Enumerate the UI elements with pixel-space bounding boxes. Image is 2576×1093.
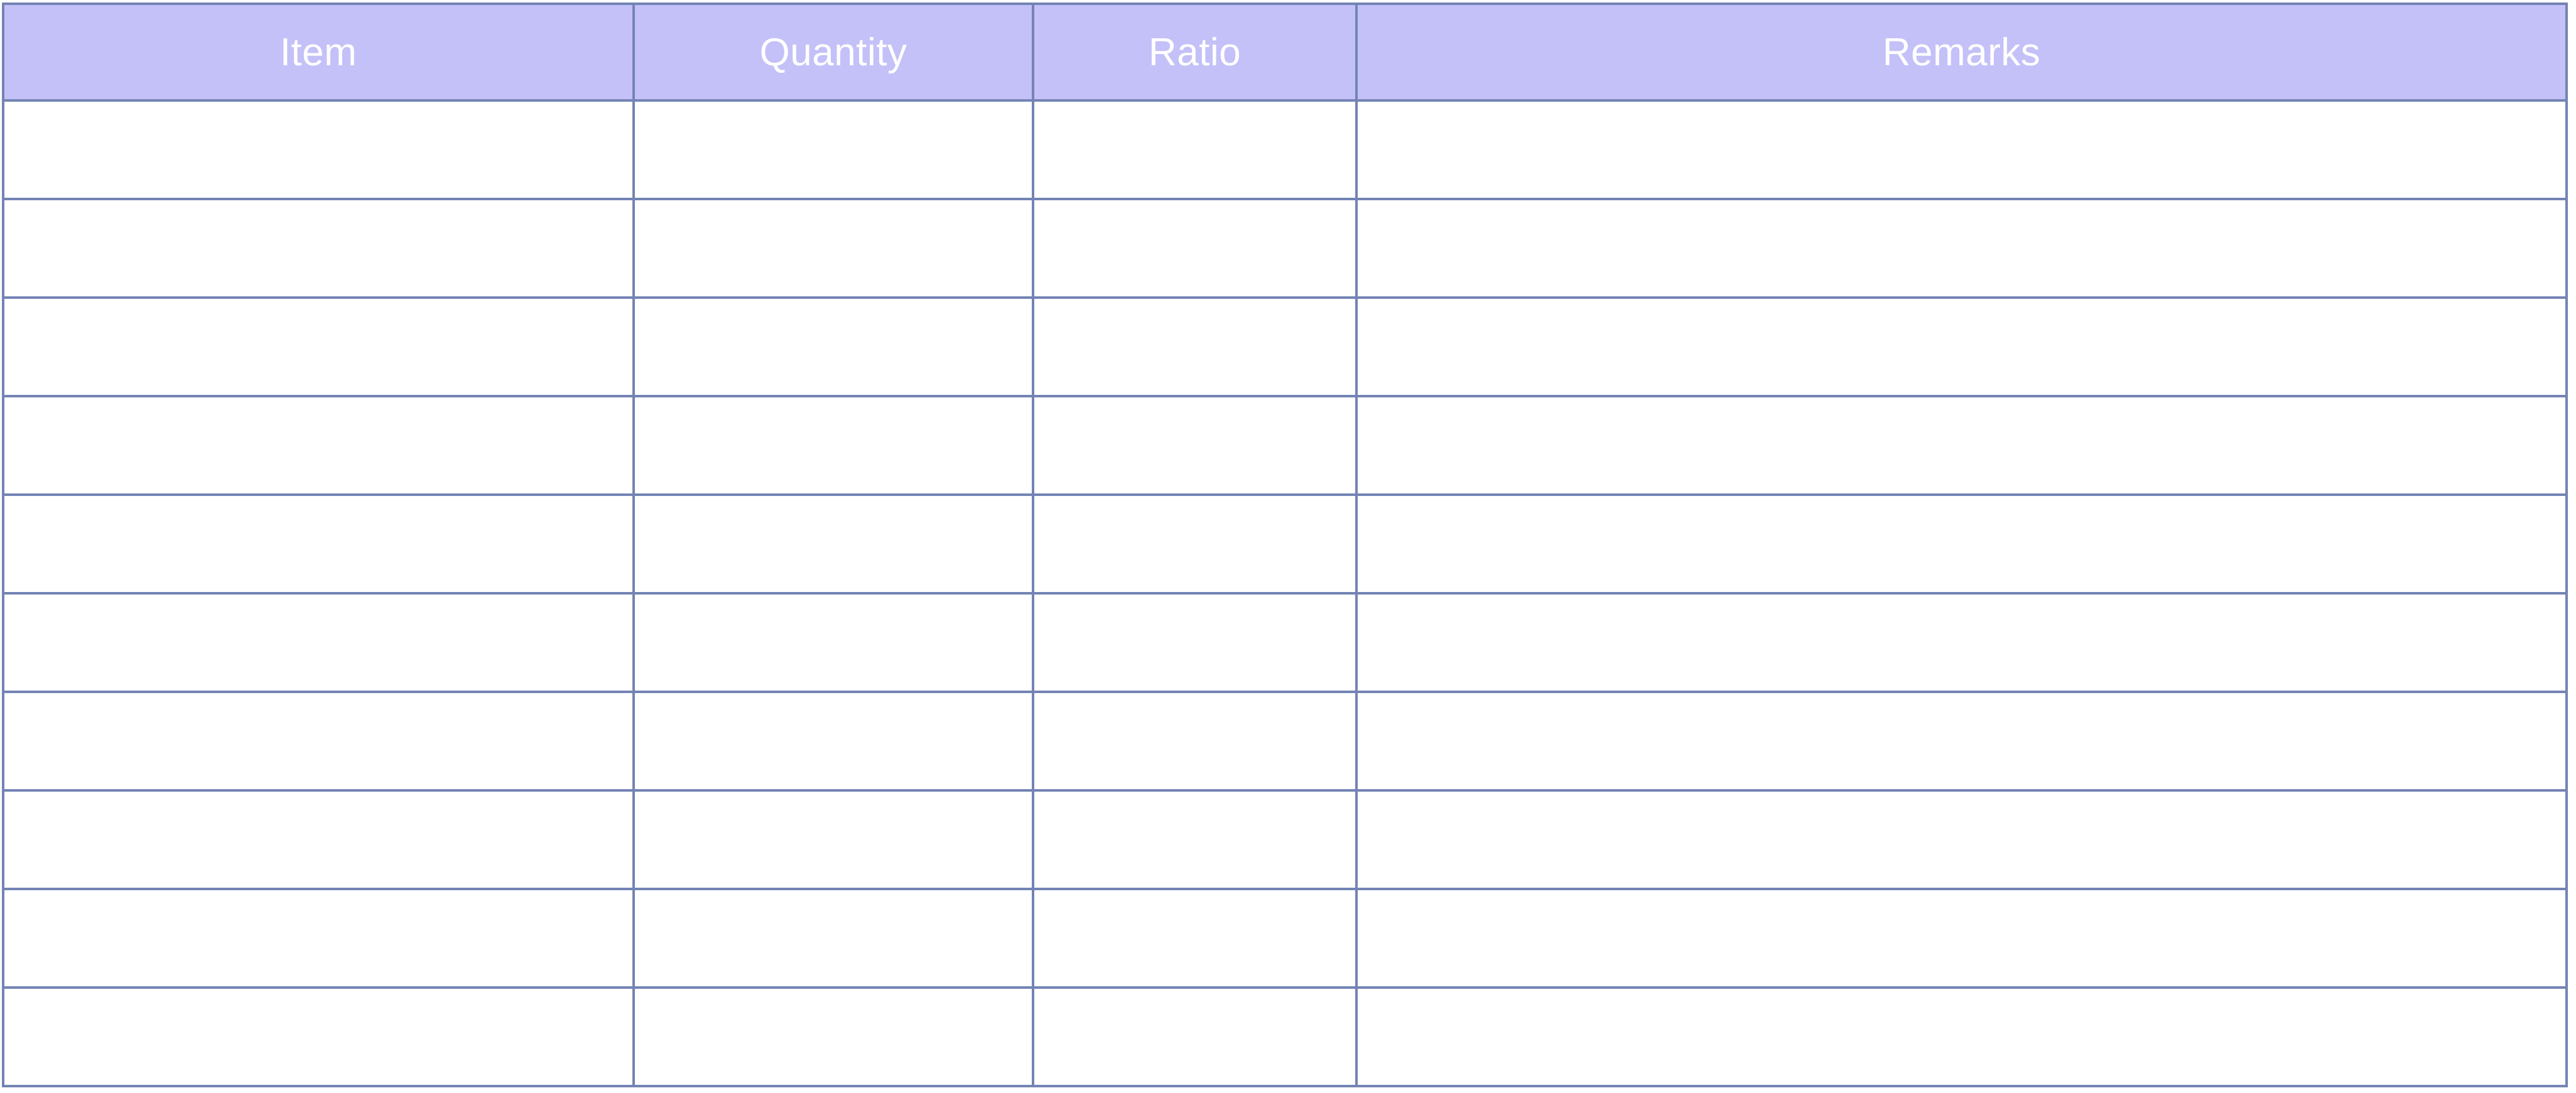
cell-item[interactable] [2, 395, 635, 496]
cell-remarks[interactable] [1355, 493, 2568, 595]
cell-remarks[interactable] [1355, 99, 2568, 200]
cell-item[interactable] [2, 296, 635, 397]
cell-item[interactable] [2, 986, 635, 1087]
cell-ratio[interactable] [1032, 395, 1358, 496]
cell-remarks[interactable] [1355, 395, 2568, 496]
cell-remarks[interactable] [1355, 198, 2568, 299]
cell-item[interactable] [2, 198, 635, 299]
cell-quantity[interactable] [632, 493, 1034, 595]
table-header: Item Quantity Ratio Remarks [2, 3, 2568, 102]
cell-remarks[interactable] [1355, 296, 2568, 397]
cell-remarks[interactable] [1355, 888, 2568, 989]
cell-ratio[interactable] [1032, 986, 1358, 1087]
cell-item[interactable] [2, 888, 635, 989]
cell-ratio[interactable] [1032, 198, 1358, 299]
cell-item[interactable] [2, 592, 635, 693]
table-row [2, 986, 2568, 1087]
data-table: Item Quantity Ratio Remarks [2, 3, 2568, 1087]
cell-quantity[interactable] [632, 789, 1034, 890]
table-row [2, 592, 2568, 693]
cell-quantity[interactable] [632, 986, 1034, 1087]
table-row [2, 395, 2568, 496]
table-row [2, 198, 2568, 299]
cell-quantity[interactable] [632, 296, 1034, 397]
cell-ratio[interactable] [1032, 493, 1358, 595]
cell-quantity[interactable] [632, 99, 1034, 200]
cell-ratio[interactable] [1032, 592, 1358, 693]
cell-remarks[interactable] [1355, 986, 2568, 1087]
column-header-item: Item [2, 3, 635, 102]
table-row [2, 789, 2568, 890]
cell-remarks[interactable] [1355, 592, 2568, 693]
table-row [2, 691, 2568, 792]
table-row [2, 99, 2568, 200]
cell-item[interactable] [2, 691, 635, 792]
table-row [2, 493, 2568, 595]
table-row [2, 296, 2568, 397]
cell-quantity[interactable] [632, 395, 1034, 496]
data-table-container: Item Quantity Ratio Remarks [2, 3, 2568, 1087]
cell-item[interactable] [2, 99, 635, 200]
cell-ratio[interactable] [1032, 789, 1358, 890]
column-header-quantity: Quantity [632, 3, 1034, 102]
cell-ratio[interactable] [1032, 296, 1358, 397]
table-body [2, 99, 2568, 1087]
cell-ratio[interactable] [1032, 99, 1358, 200]
cell-remarks[interactable] [1355, 691, 2568, 792]
cell-item[interactable] [2, 493, 635, 595]
header-row: Item Quantity Ratio Remarks [2, 3, 2568, 102]
cell-ratio[interactable] [1032, 691, 1358, 792]
column-header-ratio: Ratio [1032, 3, 1358, 102]
table-row [2, 888, 2568, 989]
cell-remarks[interactable] [1355, 789, 2568, 890]
cell-quantity[interactable] [632, 592, 1034, 693]
cell-quantity[interactable] [632, 691, 1034, 792]
column-header-remarks: Remarks [1355, 3, 2568, 102]
cell-ratio[interactable] [1032, 888, 1358, 989]
cell-quantity[interactable] [632, 198, 1034, 299]
cell-item[interactable] [2, 789, 635, 890]
cell-quantity[interactable] [632, 888, 1034, 989]
